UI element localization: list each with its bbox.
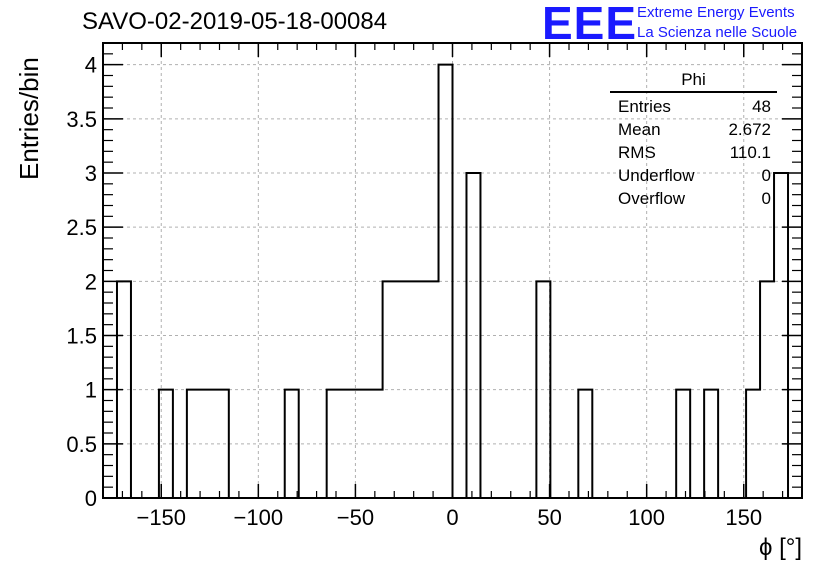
y-axis-label: Entries/bin: [14, 57, 44, 180]
axis-ticks: [103, 43, 802, 499]
stats-value: 2.672: [728, 120, 771, 139]
stats-label: Mean: [618, 120, 661, 139]
x-tick-label: 0: [446, 505, 458, 530]
stats-label: RMS: [618, 143, 656, 162]
x-tick-labels: −150 −100 −50 0 50 100 150: [136, 505, 762, 530]
x-tick-label: 50: [537, 505, 561, 530]
y-tick-label: 3: [85, 161, 97, 186]
y-tick-label: 1: [85, 378, 97, 403]
y-tick-label: 3.5: [66, 107, 97, 132]
stats-value: 48: [752, 97, 771, 116]
stats-row: Overflow 0: [610, 187, 777, 210]
stats-box: Phi Entries 48 Mean 2.672 RMS 110.1 Unde…: [610, 70, 777, 210]
x-tick-label: 100: [628, 505, 665, 530]
x-tick-label: −50: [337, 505, 374, 530]
y-tick-label: 0.5: [66, 432, 97, 457]
chart-title: SAVO-02-2019-05-18-00084: [82, 8, 388, 35]
y-tick-label: 1.5: [66, 324, 97, 349]
stats-row: Mean 2.672: [610, 118, 777, 141]
histogram-bin: [676, 390, 690, 498]
y-tick-label: 0: [85, 486, 97, 511]
histogram-bin: [215, 390, 229, 498]
histogram-bin: [425, 281, 439, 498]
stats-row: Underflow 0: [610, 164, 777, 187]
y-tick-label: 2: [85, 269, 97, 294]
x-tick-label: 150: [725, 505, 762, 530]
histogram-bin: [383, 281, 397, 498]
stats-row: Entries 48: [610, 95, 777, 118]
x-tick-label: −100: [234, 505, 284, 530]
x-tick-label: −150: [136, 505, 186, 530]
x-axis-label: ϕ [°]: [758, 534, 802, 561]
y-tick-label: 4: [85, 53, 97, 78]
stats-value: 110.1: [729, 143, 771, 162]
brand-line-1: Extreme Energy Events: [637, 4, 795, 21]
stats-row: RMS 110.1: [610, 141, 777, 164]
stats-value: 0: [761, 166, 771, 185]
stats-label: Entries: [618, 97, 671, 116]
eee-logo: EEE: [542, 0, 638, 49]
stats-label: Overflow: [618, 189, 686, 208]
stats-title: Phi: [610, 70, 777, 93]
stats-value: 0: [761, 189, 771, 208]
histogram-bin: [341, 390, 355, 498]
y-tick-label: 2.5: [66, 215, 97, 240]
stats-label: Underflow: [618, 166, 695, 185]
brand-line-2: La Scienza nelle Scuole: [637, 24, 798, 41]
y-tick-labels: 0 0.5 1 1.5 2 2.5 3 3.5 4: [66, 53, 97, 511]
histogram-bin: [466, 173, 480, 498]
